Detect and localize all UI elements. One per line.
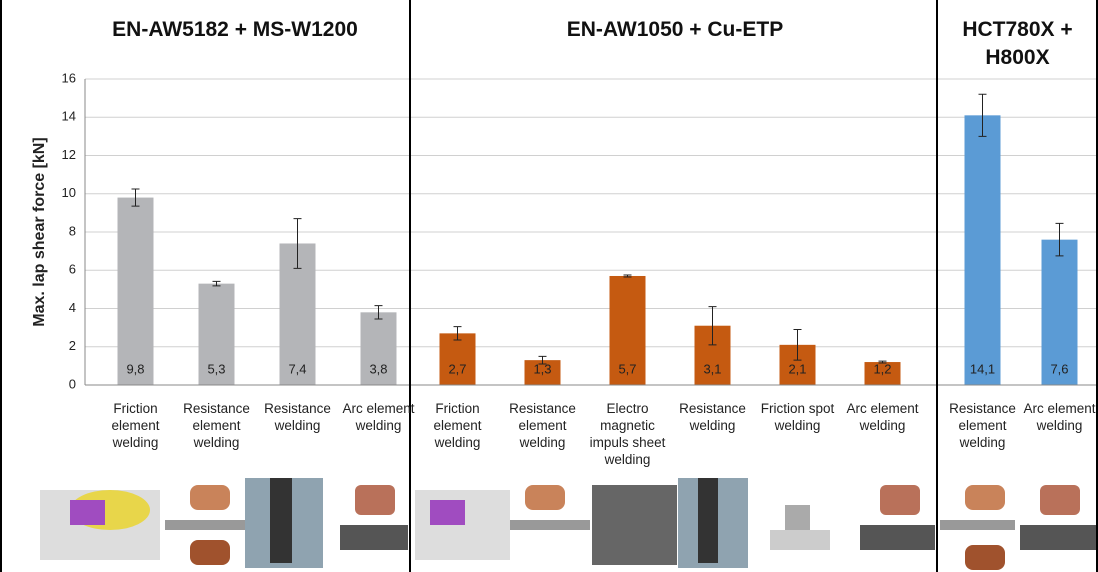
value-label: 1,2 <box>873 361 891 376</box>
illustration <box>70 500 105 525</box>
error-bar <box>293 218 302 269</box>
panel-title: HCT780X + H800X <box>962 18 1073 69</box>
bar <box>609 275 646 385</box>
x-tick-label: Resistance element welding <box>509 401 576 450</box>
x-tick-label: Arc element welding <box>846 401 919 433</box>
x-tick-label: Arc element welding <box>1023 401 1096 433</box>
illustration <box>965 485 1005 510</box>
error-bar <box>708 306 717 346</box>
x-tick-label: Friction element welding <box>111 401 160 450</box>
illustration <box>1020 525 1098 550</box>
value-label: 3,8 <box>369 361 387 376</box>
y-tick-label: 16 <box>62 70 76 85</box>
x-tick-label: Resistance welding <box>679 401 746 433</box>
y-tick-label: 0 <box>69 376 76 391</box>
illustration <box>592 485 677 565</box>
x-tick-label: Resistance element welding <box>183 401 250 450</box>
illustrations <box>40 478 1098 570</box>
illustration <box>965 545 1005 570</box>
value-label: 7,6 <box>1050 361 1068 376</box>
illustration <box>510 520 590 530</box>
illustration <box>340 525 408 550</box>
y-tick-label: 12 <box>62 147 76 162</box>
bar <box>360 312 397 385</box>
y-tick-label: 14 <box>62 109 76 124</box>
error-bar <box>212 280 221 287</box>
x-tick-label: Resistance element welding <box>949 401 1016 450</box>
bar <box>198 283 235 385</box>
y-tick-label: 6 <box>69 262 76 277</box>
error-bar <box>978 93 987 137</box>
bar <box>1041 239 1078 385</box>
y-tick-label: 2 <box>69 338 76 353</box>
illustration <box>860 525 935 550</box>
illustration <box>270 478 292 563</box>
illustration <box>698 478 718 563</box>
x-tick-label: Resistance welding <box>264 401 331 433</box>
error-bar <box>131 188 140 207</box>
value-label: 7,4 <box>288 361 306 376</box>
illustration <box>880 485 920 515</box>
x-tick-label: Arc element welding <box>342 401 415 433</box>
y-axis-label: Max. lap shear force [kN] <box>31 137 48 326</box>
bar <box>864 362 901 385</box>
illustration <box>190 485 230 510</box>
error-bar <box>453 326 462 341</box>
value-label: 2,7 <box>448 361 466 376</box>
value-label: 1,3 <box>533 361 551 376</box>
value-label: 5,7 <box>618 361 636 376</box>
illustration <box>940 520 1015 530</box>
error-bar <box>1055 222 1064 257</box>
value-label: 9,8 <box>126 361 144 376</box>
value-label: 2,1 <box>788 361 806 376</box>
y-tick-label: 8 <box>69 223 76 238</box>
y-tick-label: 10 <box>62 185 76 200</box>
illustration <box>355 485 395 515</box>
error-bar <box>538 355 547 365</box>
error-bar <box>793 329 802 361</box>
illustration <box>190 540 230 565</box>
illustration <box>430 500 465 525</box>
illustration <box>525 485 565 510</box>
x-tick-label: Electro magnetic impuls sheet welding <box>589 401 666 467</box>
value-label: 14,1 <box>970 361 995 376</box>
x-tick-label: Friction spot welding <box>760 401 835 433</box>
error-bar <box>623 274 632 278</box>
panel-title: EN-AW5182 + MS-W1200 <box>112 18 358 41</box>
bar <box>117 197 154 385</box>
error-bar <box>374 305 383 320</box>
value-label: 3,1 <box>703 361 721 376</box>
value-label: 5,3 <box>207 361 225 376</box>
error-bar <box>878 360 887 364</box>
x-tick-label: Friction element welding <box>433 401 482 450</box>
bar <box>964 115 1001 386</box>
bar <box>439 333 476 385</box>
illustration <box>1040 485 1080 515</box>
y-tick-label: 4 <box>69 300 76 315</box>
illustration <box>165 520 245 530</box>
panel-title: EN-AW1050 + Cu-ETP <box>566 18 784 41</box>
illustration <box>770 530 830 550</box>
